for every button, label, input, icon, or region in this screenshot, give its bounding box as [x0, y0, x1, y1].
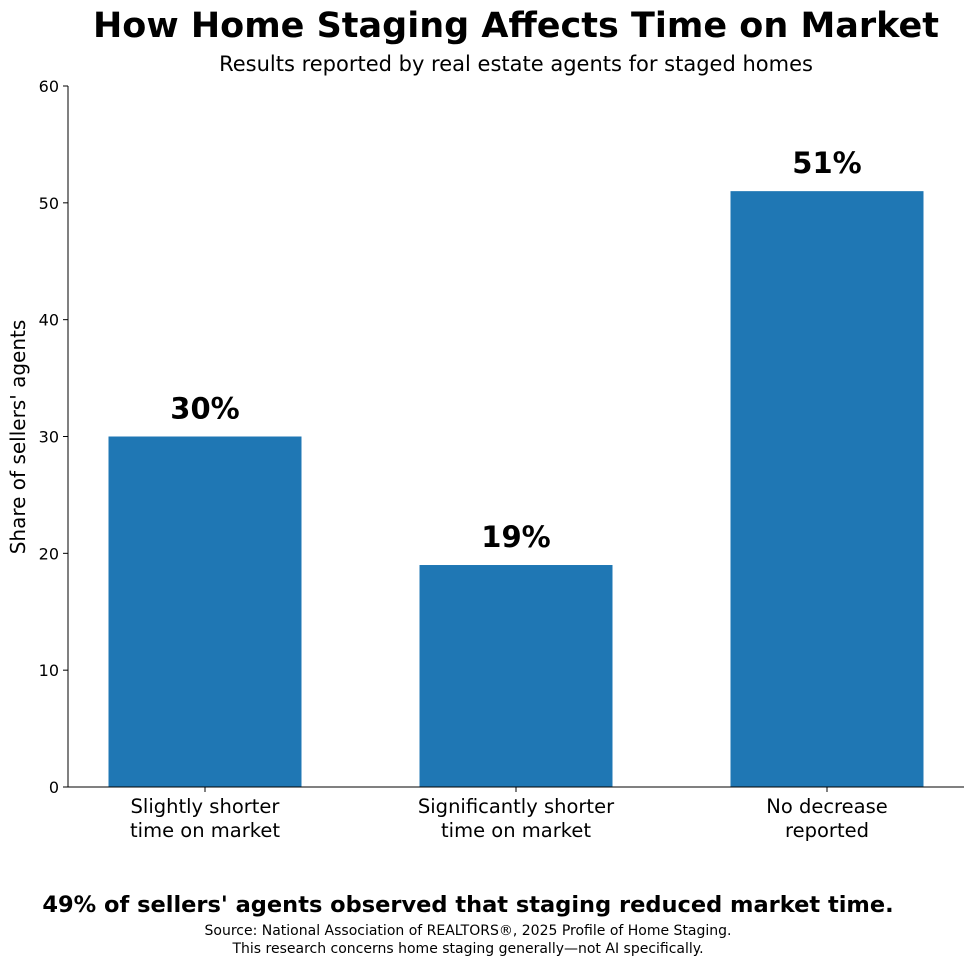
source-note: Source: National Association of REALTORS… [205, 923, 732, 939]
y-tick-label: 40 [39, 311, 59, 330]
data-label: 19% [481, 520, 550, 554]
bar [730, 191, 924, 787]
x-tick-label: No decrease reported [766, 795, 888, 842]
y-tick-label: 0 [49, 778, 59, 797]
disclaimer-note: This research concerns home staging gene… [231, 941, 703, 957]
y-tick-label: 60 [39, 77, 59, 96]
bar [419, 565, 613, 787]
bar [108, 436, 302, 787]
chart-subtitle: Results reported by real estate agents f… [219, 52, 813, 76]
y-tick-label: 10 [39, 661, 59, 680]
takeaway-text: 49% of sellers' agents observed that sta… [42, 892, 893, 918]
y-tick-label: 50 [39, 194, 59, 213]
plot-area: 30% 19% 51% 0 10 20 30 40 50 60 Slightly shorter ti… [39, 77, 964, 842]
y-axis-label: Share of sellers' agents [6, 320, 30, 555]
x-tick-label: Significantly shorter time on market [418, 795, 615, 842]
x-tick-label: Slightly shorter time on market [130, 795, 280, 842]
data-label: 51% [792, 146, 861, 180]
chart-title: How Home Staging Affects Time on Market [93, 6, 939, 46]
y-tick-label: 30 [39, 428, 59, 447]
y-tick-label: 20 [39, 544, 59, 563]
data-label: 30% [170, 392, 239, 426]
